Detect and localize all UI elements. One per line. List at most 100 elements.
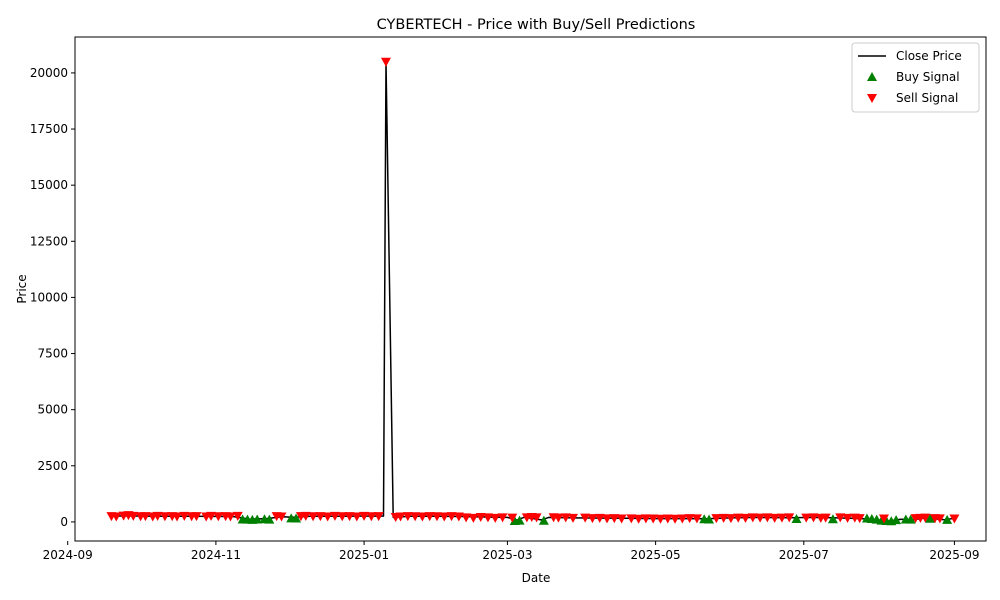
x-tick-label: 2025-09 xyxy=(929,548,979,562)
sell-signal-marker xyxy=(626,514,637,524)
sell-signal-marker xyxy=(468,513,479,523)
chart-title: CYBERTECH - Price with Buy/Sell Predicti… xyxy=(377,17,696,33)
legend-label-sell-signal: Sell Signal xyxy=(896,91,958,105)
sell-signal-marker xyxy=(670,514,681,524)
buy-signal-marker xyxy=(827,514,838,524)
buy-signal-marker xyxy=(925,513,936,523)
sell-signal-marker xyxy=(490,513,501,523)
sell-signal-marker xyxy=(410,512,421,522)
sell-signal-marker xyxy=(755,513,766,523)
x-tick-label: 2025-01 xyxy=(339,548,389,562)
legend-label-close-price: Close Price xyxy=(896,49,962,63)
y-tick-label: 10000 xyxy=(30,290,68,304)
sell-signal-marker xyxy=(380,57,391,67)
y-tick-label: 0 xyxy=(60,515,68,529)
sell-signal-marker xyxy=(854,514,865,524)
legend: Close Price Buy Signal Sell Signal xyxy=(851,42,980,113)
sell-signal-marker xyxy=(633,514,644,524)
sell-signal-marker xyxy=(497,513,508,523)
sell-signal-marker xyxy=(718,513,729,523)
sell-signal-marker xyxy=(359,511,370,521)
sell-signal-marker xyxy=(337,512,348,522)
sell-signal-marker xyxy=(373,512,384,522)
y-tick-label: 2500 xyxy=(37,459,68,473)
sell-signal-marker xyxy=(733,513,744,523)
sell-signal-marker xyxy=(417,512,428,522)
sell-signal-marker xyxy=(560,513,571,523)
y-tick-label: 15000 xyxy=(30,178,68,192)
y-axis: 0 2500 5000 7500 10000 12500 15000 17500 20000 xyxy=(30,66,75,529)
x-tick-label: 2024-11 xyxy=(191,548,241,562)
legend-entry-close-price: Close Price xyxy=(858,49,962,63)
x-tick-label: 2024-09 xyxy=(43,548,93,562)
sell-signal-marker xyxy=(878,514,889,524)
sell-signal-marker xyxy=(431,512,442,522)
y-tick-label: 12500 xyxy=(30,234,68,248)
sell-signal-marker xyxy=(648,514,659,524)
sell-signal-marker xyxy=(344,512,355,522)
y-tick-label: 20000 xyxy=(30,66,68,80)
sell-signal-marker xyxy=(801,513,812,523)
x-tick-label: 2025-07 xyxy=(779,548,829,562)
sell-signal-marker xyxy=(711,514,722,524)
sell-signal-marker xyxy=(439,512,450,522)
buy-signal-marker xyxy=(538,515,549,525)
buy-signal-marker xyxy=(291,513,302,523)
x-axis: 2024-09 2024-11 2025-01 2025-03 2025-05 2025-… xyxy=(43,541,979,562)
sell-signal-marker xyxy=(128,511,139,521)
sell-signal-marker xyxy=(206,511,217,521)
x-axis-label: Date xyxy=(522,571,551,585)
sell-signal-marker xyxy=(934,514,945,524)
sell-signal-marker xyxy=(784,513,795,523)
legend-frame xyxy=(851,42,980,113)
sell-signal-marker xyxy=(677,514,688,524)
sell-signal-marker xyxy=(616,514,627,524)
sell-signal-marker xyxy=(747,513,758,523)
buy-signal-marker xyxy=(264,514,275,524)
y-tick-label: 17500 xyxy=(30,122,68,136)
sell-signal-marker xyxy=(594,513,605,523)
sell-signal-marker xyxy=(276,512,287,522)
sell-signal-marker xyxy=(949,514,960,524)
sell-signal-marker xyxy=(461,513,472,523)
sell-signal-marker xyxy=(453,512,464,522)
sell-signal-marker xyxy=(820,513,831,523)
legend-buy-swatch xyxy=(867,72,877,81)
sell-signal-marker xyxy=(308,512,319,522)
sell-signal-marker xyxy=(446,512,457,522)
y-tick-label: 5000 xyxy=(37,403,68,417)
sell-signal-marker xyxy=(655,514,666,524)
sell-signal-marker xyxy=(225,512,236,522)
sell-signal-marker xyxy=(587,514,598,524)
sell-signal-marker xyxy=(395,512,406,522)
plot-frame xyxy=(74,36,987,542)
sell-signal-marker xyxy=(725,514,736,524)
sell-signal-marker xyxy=(402,512,413,522)
sell-signal-marker xyxy=(300,511,311,521)
sell-signal-marker xyxy=(609,514,620,524)
sell-signal-marker xyxy=(769,513,780,523)
buy-signal-marker xyxy=(514,515,525,525)
sell-signal-marker xyxy=(684,514,695,524)
sell-signal-marker xyxy=(140,512,151,522)
sell-signal-marker xyxy=(762,513,773,523)
buy-signal-marker xyxy=(891,515,902,525)
sell-signal-marker xyxy=(351,512,362,522)
sell-signal-marker xyxy=(691,514,702,524)
sell-signal-marker xyxy=(475,512,486,522)
sell-signal-marker xyxy=(507,513,518,523)
buy-signal-marker xyxy=(791,513,802,523)
sell-signal-marker xyxy=(740,513,751,523)
sell-signal-marker xyxy=(553,513,564,523)
sell-signal-marker xyxy=(920,513,931,523)
sell-signal-marker xyxy=(602,514,613,524)
sell-signal-marker xyxy=(172,512,183,522)
buy-signal-marker xyxy=(905,514,916,524)
sell-signal-marker xyxy=(482,513,493,523)
sell-signal-marker xyxy=(152,511,163,521)
sell-signal-marker xyxy=(842,513,853,523)
sell-signal-marker xyxy=(366,512,377,522)
sell-signal-marker xyxy=(213,512,224,522)
x-tick-label: 2025-03 xyxy=(482,548,532,562)
